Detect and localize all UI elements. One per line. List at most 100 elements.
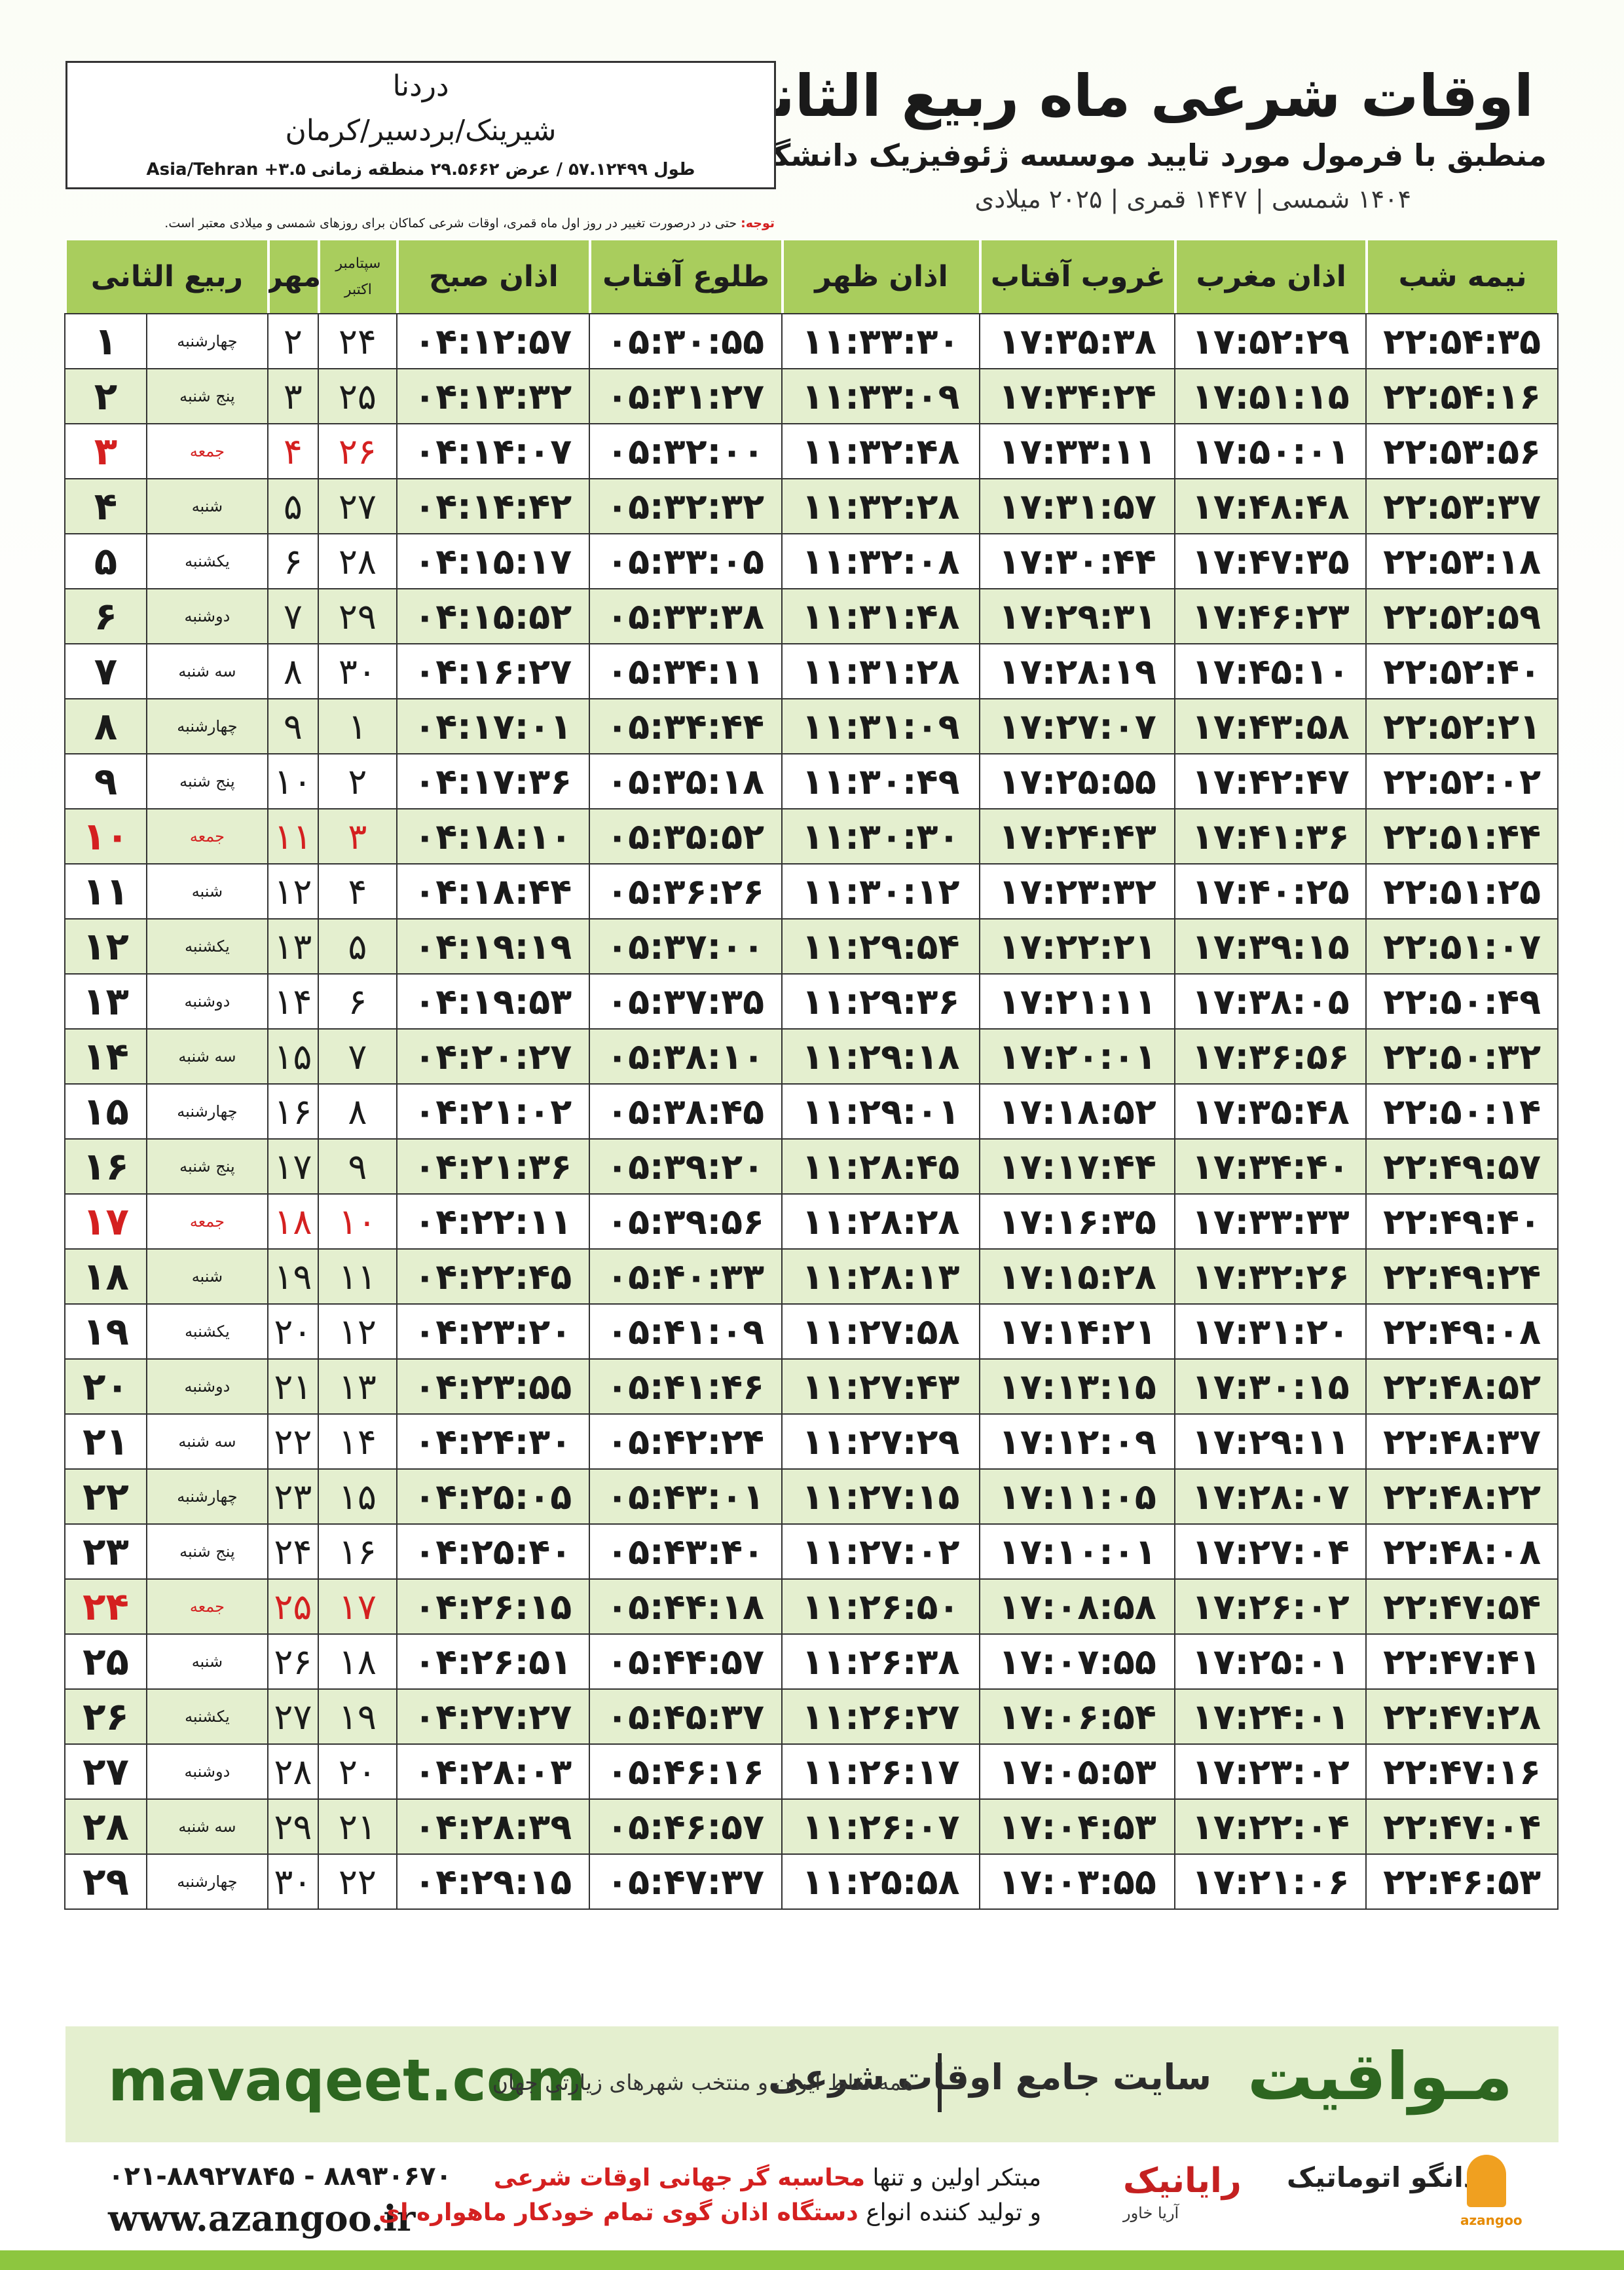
time-cell: ۱۱:۳۱:۲۸ bbox=[781, 643, 981, 699]
row: ۱۹ یکشنبه ۲۰ ۱۲ ۰۴:۲۳:۲۰ ۰۵:۴۱:۰۹ ۱۱:۲۷:۵۸ ۱۷:۱… bbox=[64, 1303, 1559, 1360]
date-cell: ۴ bbox=[317, 863, 397, 920]
time-cell: ۰۴:۲۸:۳۹ bbox=[396, 1798, 590, 1855]
time-cell: ۱۱:۳۰:۱۲ bbox=[781, 863, 981, 920]
time-cell: ۲۲:۴۶:۵۳ bbox=[1365, 1853, 1559, 1910]
date-cell: ۴ bbox=[267, 423, 319, 479]
row: ۱۰ جمعه ۱۱ ۳ ۰۴:۱۸:۱۰ ۰۵:۳۵:۵۲ ۱۱:۳۰:۳۰ ۱۷:۲۴:۴… bbox=[64, 808, 1559, 865]
time-cell: ۰۵:۴۱:۴۶ bbox=[588, 1358, 783, 1415]
time-cell: ۰۵:۳۲:۳۲ bbox=[588, 478, 783, 534]
row: ۱۸ شنبه ۱۹ ۱۱ ۰۴:۲۲:۴۵ ۰۵:۴۰:۳۳ ۱۱:۲۸:۱۳ ۱۷:۱۵:… bbox=[64, 1248, 1559, 1305]
date-cell: ۲۷ bbox=[267, 1688, 319, 1745]
weekday: چهارشنبه bbox=[145, 1853, 268, 1910]
time-cell: ۱۱:۲۷:۵۸ bbox=[781, 1303, 981, 1360]
date-cell: ۵ bbox=[317, 918, 397, 975]
date-cell: ۷ bbox=[317, 1028, 397, 1085]
column-header: غروب آفتاب bbox=[980, 239, 1176, 314]
time-cell: ۲۲:۴۹:۵۷ bbox=[1365, 1138, 1559, 1195]
time-cell: ۱۷:۰۶:۵۴ bbox=[979, 1688, 1176, 1745]
column-header: سپتامبر اکتبر bbox=[318, 239, 397, 314]
date-cell: ۲۸ bbox=[267, 1743, 319, 1800]
time-cell: ۲۲:۴۸:۳۷ bbox=[1365, 1413, 1559, 1470]
time-cell: ۱۷:۰۸:۵۸ bbox=[979, 1578, 1176, 1635]
promo-line: مبتکر اولین و تنها محاسبه گر جهانی اوقات… bbox=[494, 2165, 1041, 2191]
time-cell: ۱۱:۳۳:۳۰ bbox=[781, 313, 981, 369]
date-cell: ۸ bbox=[317, 1083, 397, 1140]
weekday: چهارشنبه bbox=[145, 313, 268, 369]
time-cell: ۱۱:۲۹:۰۱ bbox=[781, 1083, 981, 1140]
site-url[interactable]: mavaqeet.com bbox=[108, 2047, 586, 2114]
time-cell: ۱۱:۲۶:۱۷ bbox=[781, 1743, 981, 1800]
day-number: ۱۶ bbox=[64, 1138, 147, 1195]
date-cell: ۲۸ bbox=[317, 533, 397, 589]
weekday: یکشنبه bbox=[145, 1303, 268, 1360]
time-cell: ۱۷:۲۵:۵۵ bbox=[979, 753, 1176, 809]
time-cell: ۱۷:۴۸:۴۸ bbox=[1174, 478, 1367, 534]
time-cell: ۰۴:۱۴:۴۲ bbox=[396, 478, 590, 534]
time-cell: ۱۷:۲۷:۰۷ bbox=[979, 698, 1176, 754]
time-cell: ۱۷:۱۰:۰۱ bbox=[979, 1523, 1176, 1580]
day-number: ۱۲ bbox=[64, 918, 147, 975]
date-cell: ۲۷ bbox=[317, 478, 397, 534]
time-cell: ۱۷:۱۳:۱۵ bbox=[979, 1358, 1176, 1415]
time-cell: ۰۵:۴۳:۴۰ bbox=[588, 1523, 783, 1580]
day-number: ۱۱ bbox=[64, 863, 147, 920]
time-cell: ۰۴:۲۳:۲۰ bbox=[396, 1303, 590, 1360]
time-cell: ۱۱:۲۷:۱۵ bbox=[781, 1468, 981, 1525]
logo-azangoo-en: azangoo bbox=[1460, 2212, 1522, 2228]
time-cell: ۲۲:۵۱:۰۷ bbox=[1365, 918, 1559, 975]
date-cell: ۱۹ bbox=[317, 1688, 397, 1745]
day-number: ۲۶ bbox=[64, 1688, 147, 1745]
weekday: جمعه bbox=[145, 423, 268, 479]
date-cell: ۲۵ bbox=[317, 368, 397, 424]
date-cell: ۱۶ bbox=[267, 1083, 319, 1140]
time-cell: ۰۴:۱۷:۰۱ bbox=[396, 698, 590, 754]
time-cell: ۰۴:۲۹:۱۵ bbox=[396, 1853, 590, 1910]
date-cell: ۲ bbox=[317, 753, 397, 809]
date-cell: ۶ bbox=[317, 973, 397, 1030]
web-url[interactable]: www.azangoo.ir bbox=[108, 2197, 416, 2239]
brand: مـواقیت bbox=[1247, 2038, 1513, 2115]
time-cell: ۱۷:۳۸:۰۵ bbox=[1174, 973, 1367, 1030]
time-cell: ۱۷:۲۹:۱۱ bbox=[1174, 1413, 1367, 1470]
footer-band bbox=[65, 2026, 1559, 2142]
time-cell: ۲۲:۴۹:۰۸ bbox=[1365, 1303, 1559, 1360]
time-cell: ۲۲:۴۷:۰۴ bbox=[1365, 1798, 1559, 1855]
time-cell: ۰۴:۲۶:۵۱ bbox=[396, 1633, 590, 1690]
date-cell: ۱۳ bbox=[267, 918, 319, 975]
time-cell: ۱۱:۲۹:۱۸ bbox=[781, 1028, 981, 1085]
time-cell: ۱۷:۲۳:۳۲ bbox=[979, 863, 1176, 920]
date-cell: ۸ bbox=[267, 643, 319, 699]
time-cell: ۱۱:۳۲:۲۸ bbox=[781, 478, 981, 534]
date-cell: ۱۴ bbox=[267, 973, 319, 1030]
weekday: شنبه bbox=[145, 1633, 268, 1690]
time-cell: ۱۷:۲۰:۰۱ bbox=[979, 1028, 1176, 1085]
time-cell: ۱۷:۳۴:۲۴ bbox=[979, 368, 1176, 424]
weekday: سه شنبه bbox=[145, 643, 268, 699]
time-cell: ۱۱:۲۸:۱۳ bbox=[781, 1248, 981, 1305]
date-cell: ۲۰ bbox=[317, 1743, 397, 1800]
time-cell: ۰۴:۲۱:۳۶ bbox=[396, 1138, 590, 1195]
promo-highlight: محاسبه گر جهانی اوقات شرعی bbox=[493, 2165, 865, 2191]
logo-icon bbox=[1467, 2155, 1506, 2207]
time-cell: ۱۷:۱۵:۲۸ bbox=[979, 1248, 1176, 1305]
time-cell: ۱۷:۴۶:۲۳ bbox=[1174, 588, 1367, 644]
weekday: یکشنبه bbox=[145, 1688, 268, 1745]
time-cell: ۱۱:۲۶:۲۷ bbox=[781, 1688, 981, 1745]
time-cell: ۱۷:۴۳:۵۸ bbox=[1174, 698, 1367, 754]
time-cell: ۰۵:۳۱:۲۷ bbox=[588, 368, 783, 424]
row: ۲۲ چهارشنبه ۲۳ ۱۵ ۰۴:۲۵:۰۵ ۰۵:۴۳:۰۱ ۱۱:۲۷:۱۵ ۱۷… bbox=[64, 1468, 1559, 1525]
time-cell: ۱۱:۲۶:۳۸ bbox=[781, 1633, 981, 1690]
time-cell: ۱۷:۳۳:۱۱ bbox=[979, 423, 1176, 479]
time-cell: ۱۱:۲۹:۵۴ bbox=[781, 918, 981, 975]
time-cell: ۱۷:۲۱:۱۱ bbox=[979, 973, 1176, 1030]
time-cell: ۰۴:۱۸:۴۴ bbox=[396, 863, 590, 920]
dates: ۱۴۰۴ شمسی | ۱۴۴۷ قمری | ۲۰۲۵ میلادی bbox=[974, 185, 1411, 214]
time-cell: ۲۲:۵۳:۵۶ bbox=[1365, 423, 1559, 479]
date-cell: ۲۹ bbox=[317, 588, 397, 644]
time-cell: ۰۵:۳۳:۳۸ bbox=[588, 588, 783, 644]
time-cell: ۱۷:۵۲:۲۹ bbox=[1174, 313, 1367, 369]
time-cell: ۱۱:۳۲:۴۸ bbox=[781, 423, 981, 479]
weekday: شنبه bbox=[145, 863, 268, 920]
time-cell: ۲۲:۴۹:۲۴ bbox=[1365, 1248, 1559, 1305]
